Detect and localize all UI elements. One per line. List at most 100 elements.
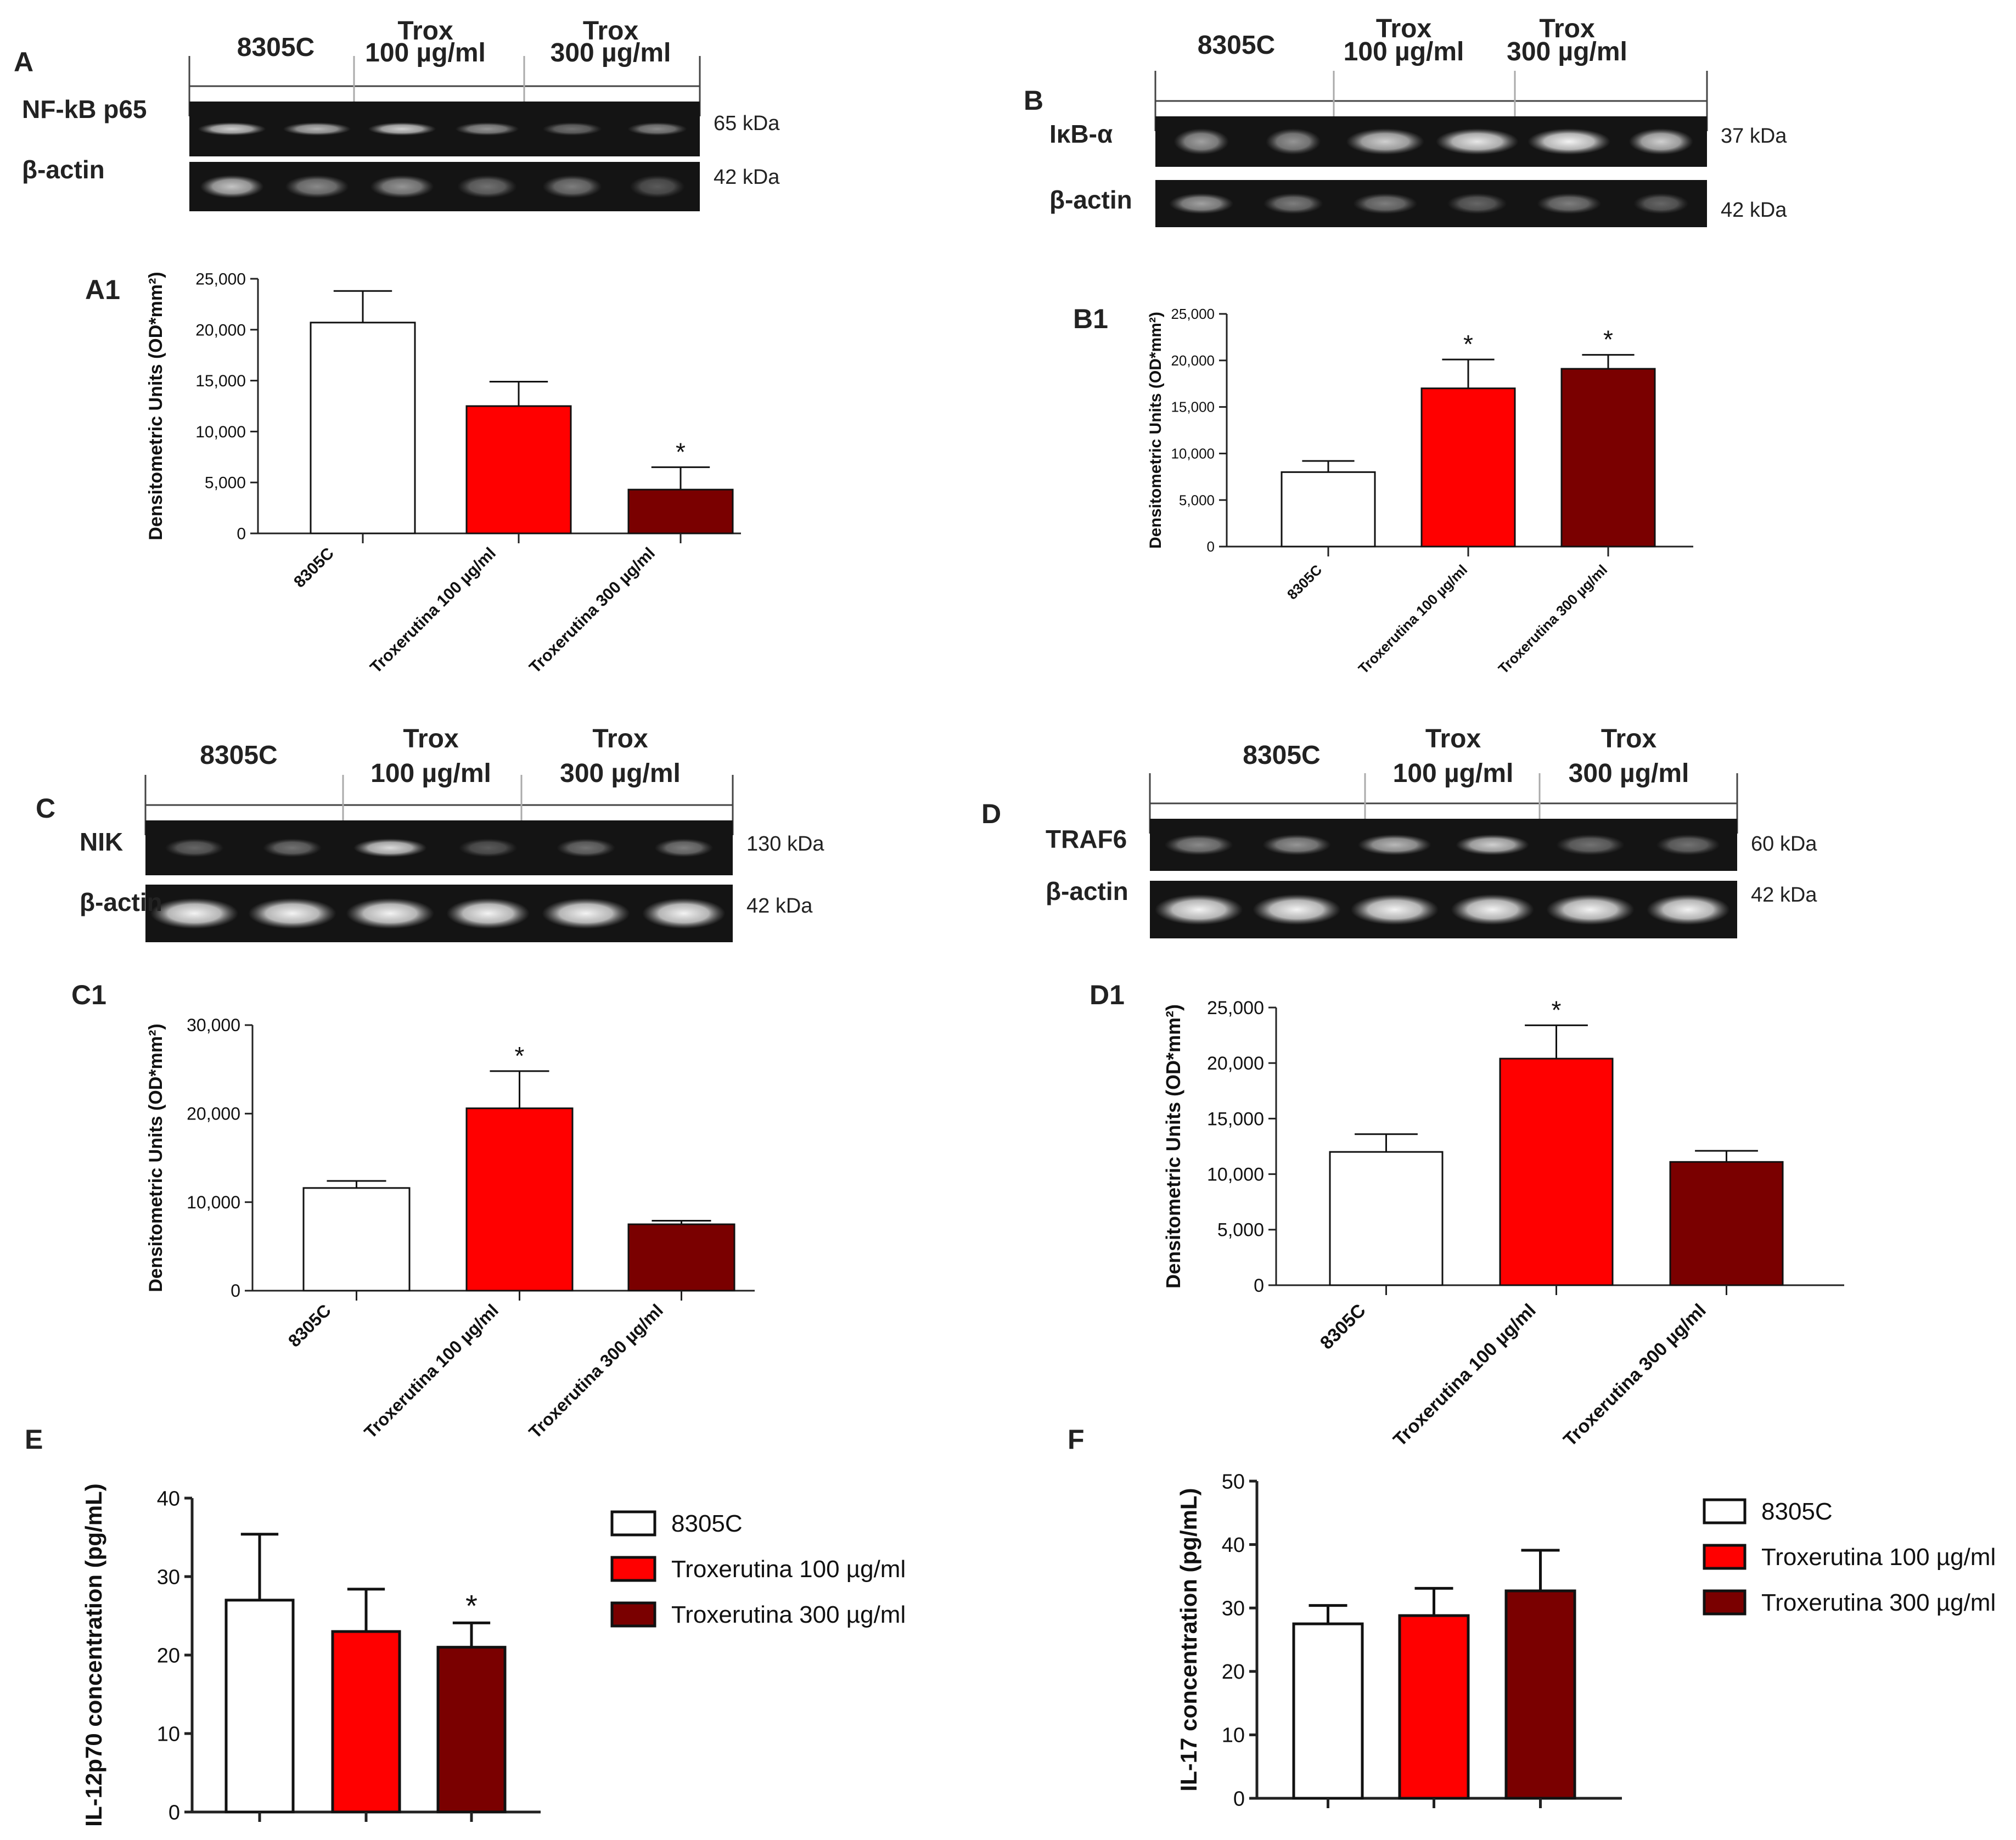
- bar: [1560, 368, 1656, 548]
- bar: [627, 1223, 735, 1292]
- bar: [627, 488, 734, 534]
- blot-band: [630, 175, 685, 198]
- chart-b1: B1 0 5,000 10,000 15,000 20,000 25,000 Densitom…: [1073, 303, 1693, 677]
- lane-group-label: Trox: [1425, 724, 1481, 753]
- y-tick-label: 0: [1254, 1275, 1264, 1296]
- panel-label: C: [36, 793, 55, 824]
- y-tick-label: 20,000: [1171, 352, 1215, 369]
- blot-band: [1173, 128, 1229, 155]
- y-tick-label: 15,000: [1171, 399, 1215, 415]
- blot-band: [1154, 894, 1243, 925]
- lane-group-label: 100 µg/ml: [370, 759, 491, 788]
- blot-band: [642, 898, 726, 929]
- blot-strip: [189, 162, 700, 211]
- kda-label: 37 kDa: [1721, 125, 1787, 148]
- y-tick-label: 25,000: [1171, 306, 1215, 322]
- lane-group-label: Trox: [1539, 14, 1595, 43]
- lane-group-label: 100 µg/ml: [365, 38, 486, 67]
- blot-band: [457, 175, 517, 198]
- blot-band: [1346, 128, 1424, 155]
- bar: [1281, 471, 1376, 548]
- legend-label: Troxerutina 300 µg/ml: [671, 1601, 906, 1628]
- blot-panel-d: D 8305C Trox 100 µg/ml Trox 300 µg/ml TRAF6 60 …: [981, 724, 1817, 938]
- blot-strip: [145, 885, 733, 942]
- bar: [1669, 1161, 1784, 1286]
- blot-band: [1537, 193, 1602, 214]
- bar: [331, 1630, 401, 1814]
- y-axis-label: Densitometric Units (OD*mm²): [1162, 1004, 1184, 1288]
- legend-swatch: [1703, 1589, 1747, 1616]
- blot-band: [248, 898, 336, 929]
- x-tick-label: 8305C: [284, 1300, 335, 1351]
- y-tick-label: 10,000: [1207, 1164, 1264, 1185]
- blot-band: [283, 122, 351, 136]
- blot-band: [1169, 193, 1234, 214]
- legend-label: 8305C: [671, 1510, 743, 1537]
- blot-band: [198, 122, 266, 136]
- blot-band: [1656, 834, 1720, 856]
- blot-strip: [189, 102, 700, 156]
- kda-label: 65 kDa: [714, 112, 780, 135]
- blot-band: [1647, 894, 1730, 925]
- y-axis-label: Densitometric Units (OD*mm²): [1147, 312, 1165, 549]
- lane-group-label: 100 µg/ml: [1393, 759, 1514, 788]
- y-tick-label: 10,000: [1171, 446, 1215, 462]
- x-tick-label: Troxerutina 300 µg/ml: [526, 544, 659, 677]
- y-tick-label: 15,000: [195, 372, 246, 390]
- kda-label: 42 kDa: [746, 894, 813, 918]
- protein-label: β-actin: [1046, 877, 1128, 905]
- y-tick-label: 0: [1233, 1787, 1245, 1810]
- blot-band: [368, 122, 436, 136]
- protein-label: β-actin: [22, 155, 105, 184]
- significance-mark: *: [1463, 330, 1473, 358]
- x-tick-label: 8305C: [1316, 1300, 1370, 1354]
- y-tick-label: 40: [1222, 1534, 1245, 1557]
- y-tick-label: 40: [157, 1487, 180, 1510]
- legend-swatch: [1703, 1498, 1747, 1524]
- bar: [465, 1107, 574, 1292]
- blot-band: [557, 839, 615, 857]
- blot-band: [1447, 193, 1507, 214]
- lane-group-label: 8305C: [1198, 31, 1275, 60]
- bar: [1499, 1057, 1614, 1286]
- panel-label: A: [14, 47, 33, 77]
- blot-band: [542, 122, 602, 136]
- significance-mark: *: [515, 1042, 525, 1070]
- bar: [302, 1187, 411, 1292]
- blot-band: [1350, 894, 1439, 925]
- y-tick-label: 30,000: [187, 1015, 240, 1035]
- legend-label: Troxerutina 100 µg/ml: [1761, 1544, 1996, 1571]
- y-tick-label: 30: [1222, 1597, 1245, 1620]
- y-axis-label: Densitometric Units (OD*mm²): [145, 272, 166, 540]
- y-tick-label: 25,000: [195, 271, 246, 289]
- blot-band: [1633, 193, 1689, 214]
- y-tick-label: 5,000: [205, 474, 246, 492]
- protein-label: β-actin: [1049, 185, 1132, 214]
- chart-d1: D1 0 5,000 10,000 15,000 20,000 25,000 Densitom…: [1090, 980, 1844, 1450]
- panel-label: F: [1068, 1424, 1085, 1455]
- bar: [465, 405, 572, 534]
- kda-label: 60 kDa: [1751, 832, 1817, 856]
- blot-band: [1456, 834, 1530, 856]
- y-tick-label: 20,000: [187, 1104, 240, 1124]
- legend-swatch: [610, 1556, 656, 1582]
- blot-band: [627, 122, 687, 136]
- legend-label: 8305C: [1761, 1498, 1833, 1525]
- blot-band: [346, 898, 435, 929]
- y-tick-label: 20,000: [195, 321, 246, 339]
- lane-group-label: Trox: [397, 16, 453, 46]
- blot-band: [370, 175, 434, 198]
- y-axis-label: IL-12p70 concentration (pg/mL): [81, 1483, 106, 1826]
- blot-band: [150, 898, 239, 929]
- blot-band: [200, 175, 264, 198]
- panel-label: B: [1024, 85, 1043, 116]
- panel-label: E: [25, 1424, 43, 1455]
- lane-group-label: 100 µg/ml: [1344, 37, 1464, 66]
- y-tick-label: 20: [1222, 1661, 1245, 1684]
- blot-band: [1451, 894, 1534, 925]
- lane-group-label: Trox: [592, 724, 648, 753]
- y-tick-label: 25,000: [1207, 998, 1264, 1019]
- y-tick-label: 20: [157, 1644, 180, 1667]
